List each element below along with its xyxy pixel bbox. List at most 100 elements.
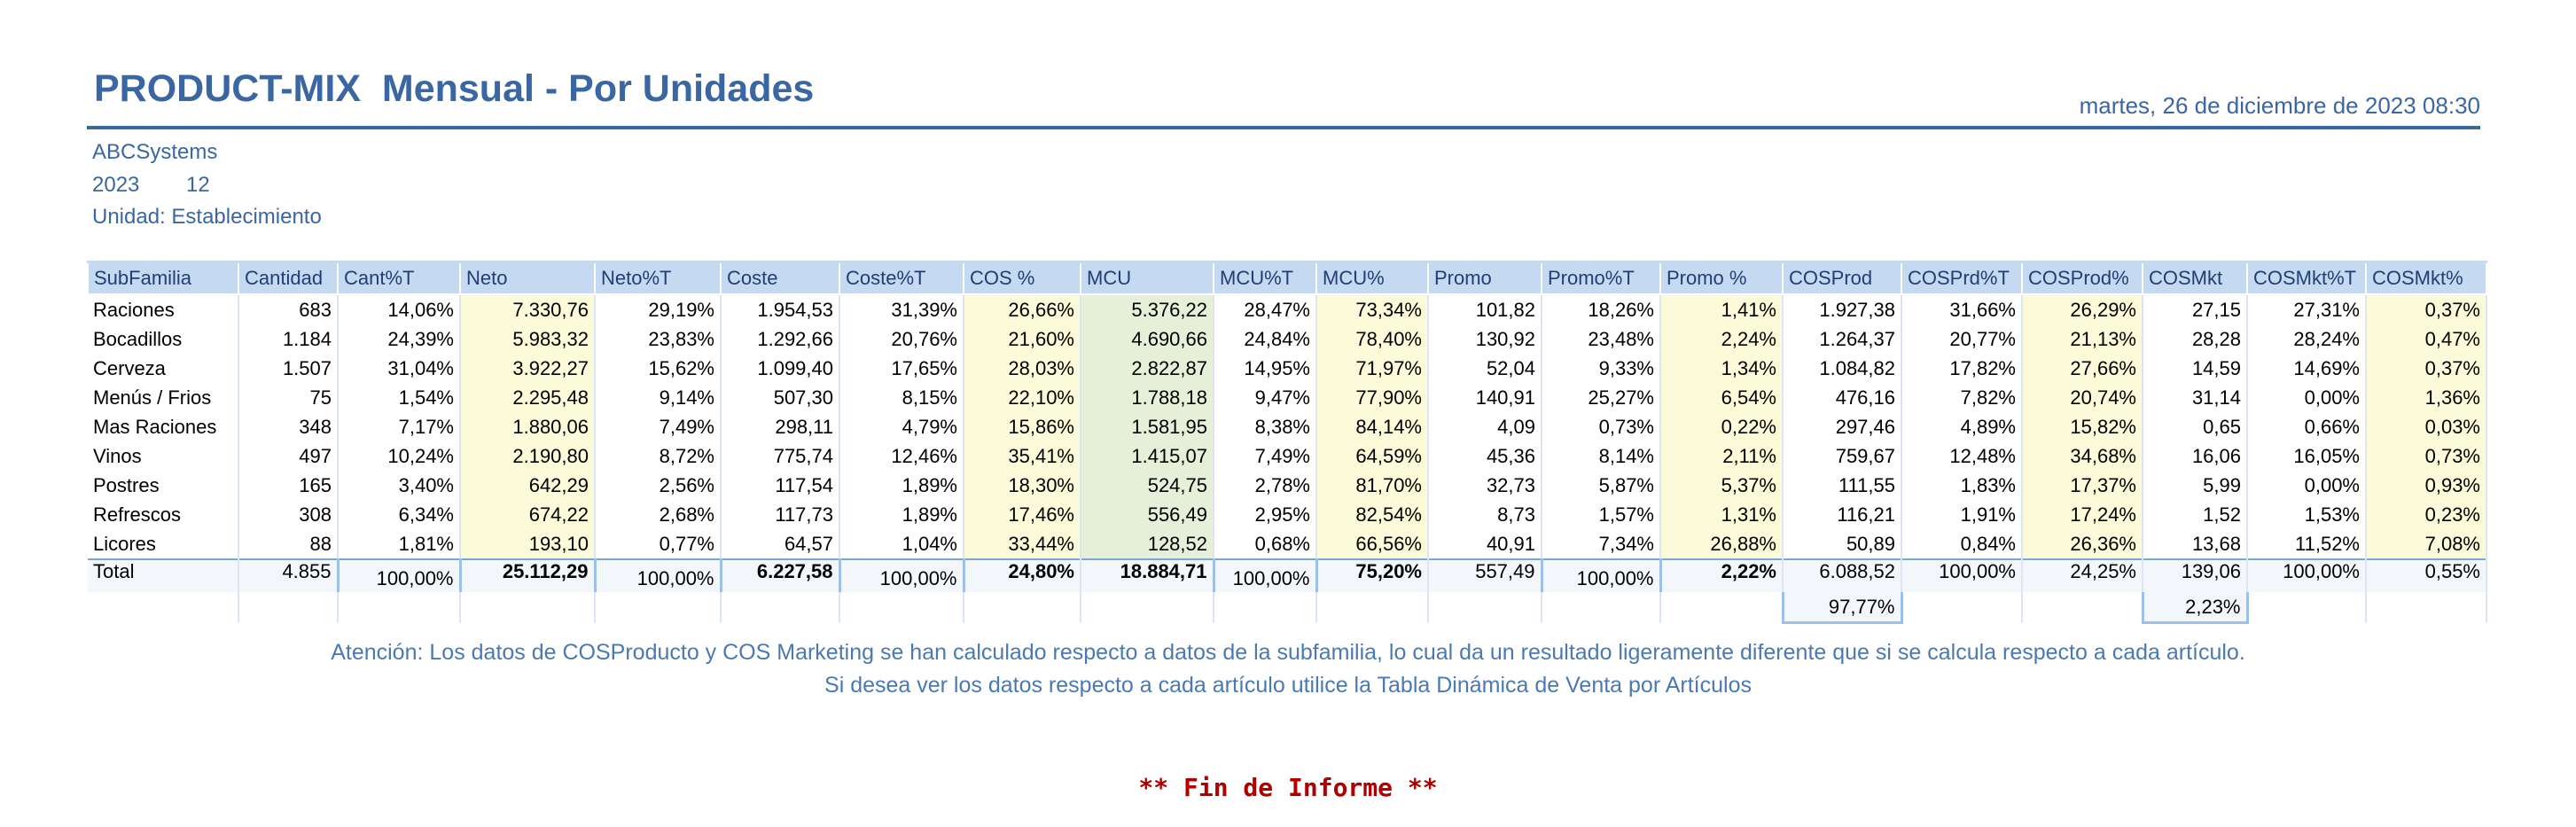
table-cell: 27,15 [2143,294,2248,324]
table-cell: 0,37% [2366,354,2487,383]
table-cell: 25,27% [1542,383,1661,412]
col-header-mcu: MCU [1080,261,1214,295]
total-cell: 6.088,52 [1783,558,1902,592]
table-cell: 16,06 [2143,441,2248,471]
table-cell: 75 [238,383,339,412]
table-cell: 1.264,37 [1783,324,1902,354]
table-cell: 1.927,38 [1783,294,1902,324]
table-cell: 683 [238,294,339,324]
table-total-row: Total 4.855 100,00% 25.112,29 100,00% 6.… [88,558,2487,592]
table-cell: 17,82% [1901,354,2023,383]
table-cell: 1,91% [1901,500,2023,529]
table-cell: 9,14% [595,383,722,412]
table-cell: 20,74% [2022,383,2143,412]
note-line-1: Atención: Los datos de COSProducto y COS… [331,640,2245,665]
table-cell: 2.190,80 [460,441,596,471]
table-cell: 18,30% [964,471,1081,500]
table-cell: 2.822,87 [1081,354,1214,383]
row-label-cell: Mas Raciones [88,412,239,441]
table-cell: 6,34% [338,500,461,529]
table-cell: 17,65% [839,354,964,383]
report-period: 2023 12 [92,173,210,198]
table-cell: 1,54% [338,383,461,412]
table-header-row: SubFamilia Cantidad Cant%T Neto Neto%T C… [87,261,2487,295]
table-cell: 5,37% [1660,471,1784,500]
col-header-coste-pct-t: Coste%T [839,261,964,295]
table-cell: 28,24% [2247,324,2367,354]
table-cell: 117,73 [721,500,840,529]
table-cell: 82,54% [1316,500,1429,529]
cosprod-share-cell: 97,77% [1781,592,1903,624]
table-cell: 5,99 [2143,471,2248,500]
table-cell: 1.184 [238,324,339,354]
table-cell: 674,22 [460,500,596,529]
table-cell: 1,81% [338,529,461,559]
table-cell: 22,10% [964,383,1081,412]
table-cell: 130,92 [1428,324,1542,354]
table-cell: 16,05% [2247,441,2367,471]
total-cell: 24,25% [2022,558,2143,592]
note-line-2: Si desea ver los datos respecto a cada a… [824,673,1752,698]
table-cell: 117,54 [721,471,840,500]
table-row: Raciones 683 14,06% 7.330,76 29,19% 1.954,53 3… [88,294,2487,324]
table-cell: 5,87% [1542,471,1661,500]
table-cell: 27,31% [2247,294,2367,324]
report-date: martes, 26 de diciembre de 2023 08:30 [2079,92,2480,119]
table-cell: 12,46% [839,441,964,471]
table-cell: 8,15% [839,383,964,412]
report-title: PRODUCT-MIX Mensual - Por Unidades [94,67,815,110]
table-cell: 14,06% [338,294,461,324]
table-cell: 40,91 [1428,529,1542,559]
table-cell: 73,34% [1316,294,1429,324]
table-cell: 0,73% [2366,441,2487,471]
cosmkt-share-cell: 2,23% [2141,592,2249,624]
table-cell: 2,95% [1214,500,1317,529]
table-cell: 524,75 [1081,471,1214,500]
table-cell: 71,97% [1316,354,1429,383]
total-cell: 100,00% [1901,558,2023,592]
table-cell: 642,29 [460,471,596,500]
table-cell: 111,55 [1783,471,1902,500]
table-cell: 1.084,82 [1783,354,1902,383]
table-cell: 775,74 [721,441,840,471]
table-cell: 24,39% [338,324,461,354]
table-cell: 66,56% [1316,529,1429,559]
table-cell: 5.983,32 [460,324,596,354]
total-cell: 24,80% [964,558,1081,592]
table-cell: 52,04 [1428,354,1542,383]
table-cell: 31,66% [1901,294,2023,324]
table-cell: 0,93% [2366,471,2487,500]
table-cell: 64,57 [721,529,840,559]
total-cell: 25.112,29 [460,558,596,592]
table-cell: 4,79% [839,412,964,441]
table-cell: 0,23% [2366,500,2487,529]
table-cell: 0,73% [1542,412,1661,441]
table-cell: 0,00% [2247,383,2367,412]
table-cell: 14,69% [2247,354,2367,383]
total-cell: 100,00% [2247,558,2367,592]
col-header-neto-pct-t: Neto%T [594,261,722,295]
table-row: Mas Raciones 348 7,17% 1.880,06 7,49% 298,11 4… [88,412,2487,441]
table-cell: 17,37% [2022,471,2143,500]
table-cell: 1,89% [839,500,964,529]
col-header-coste: Coste [720,261,840,295]
table-cell: 34,68% [2022,441,2143,471]
table-cell: 759,67 [1783,441,1902,471]
table-row: Vinos 497 10,24% 2.190,80 8,72% 775,74 12,46% 3… [88,441,2487,471]
table-cell: 78,40% [1316,324,1429,354]
col-header-neto: Neto [459,261,596,295]
total-cell: 557,49 [1428,558,1542,592]
table-cell: 0,47% [2366,324,2487,354]
table-cell: 476,16 [1783,383,1902,412]
table-cell: 26,66% [964,294,1081,324]
table-cell: 31,39% [839,294,964,324]
total-cell: 0,55% [2366,558,2487,592]
table-cell: 11,52% [2247,529,2367,559]
period-year: 2023 [92,173,140,197]
table-cell: 45,36 [1428,441,1542,471]
table-cell: 4,09 [1428,412,1542,441]
notes-block: Atención: Los datos de COSProducto y COS… [0,636,2576,702]
row-label-cell: Bocadillos [88,324,239,354]
total-cell: 18.884,71 [1081,558,1214,592]
table-cell: 13,68 [2143,529,2248,559]
